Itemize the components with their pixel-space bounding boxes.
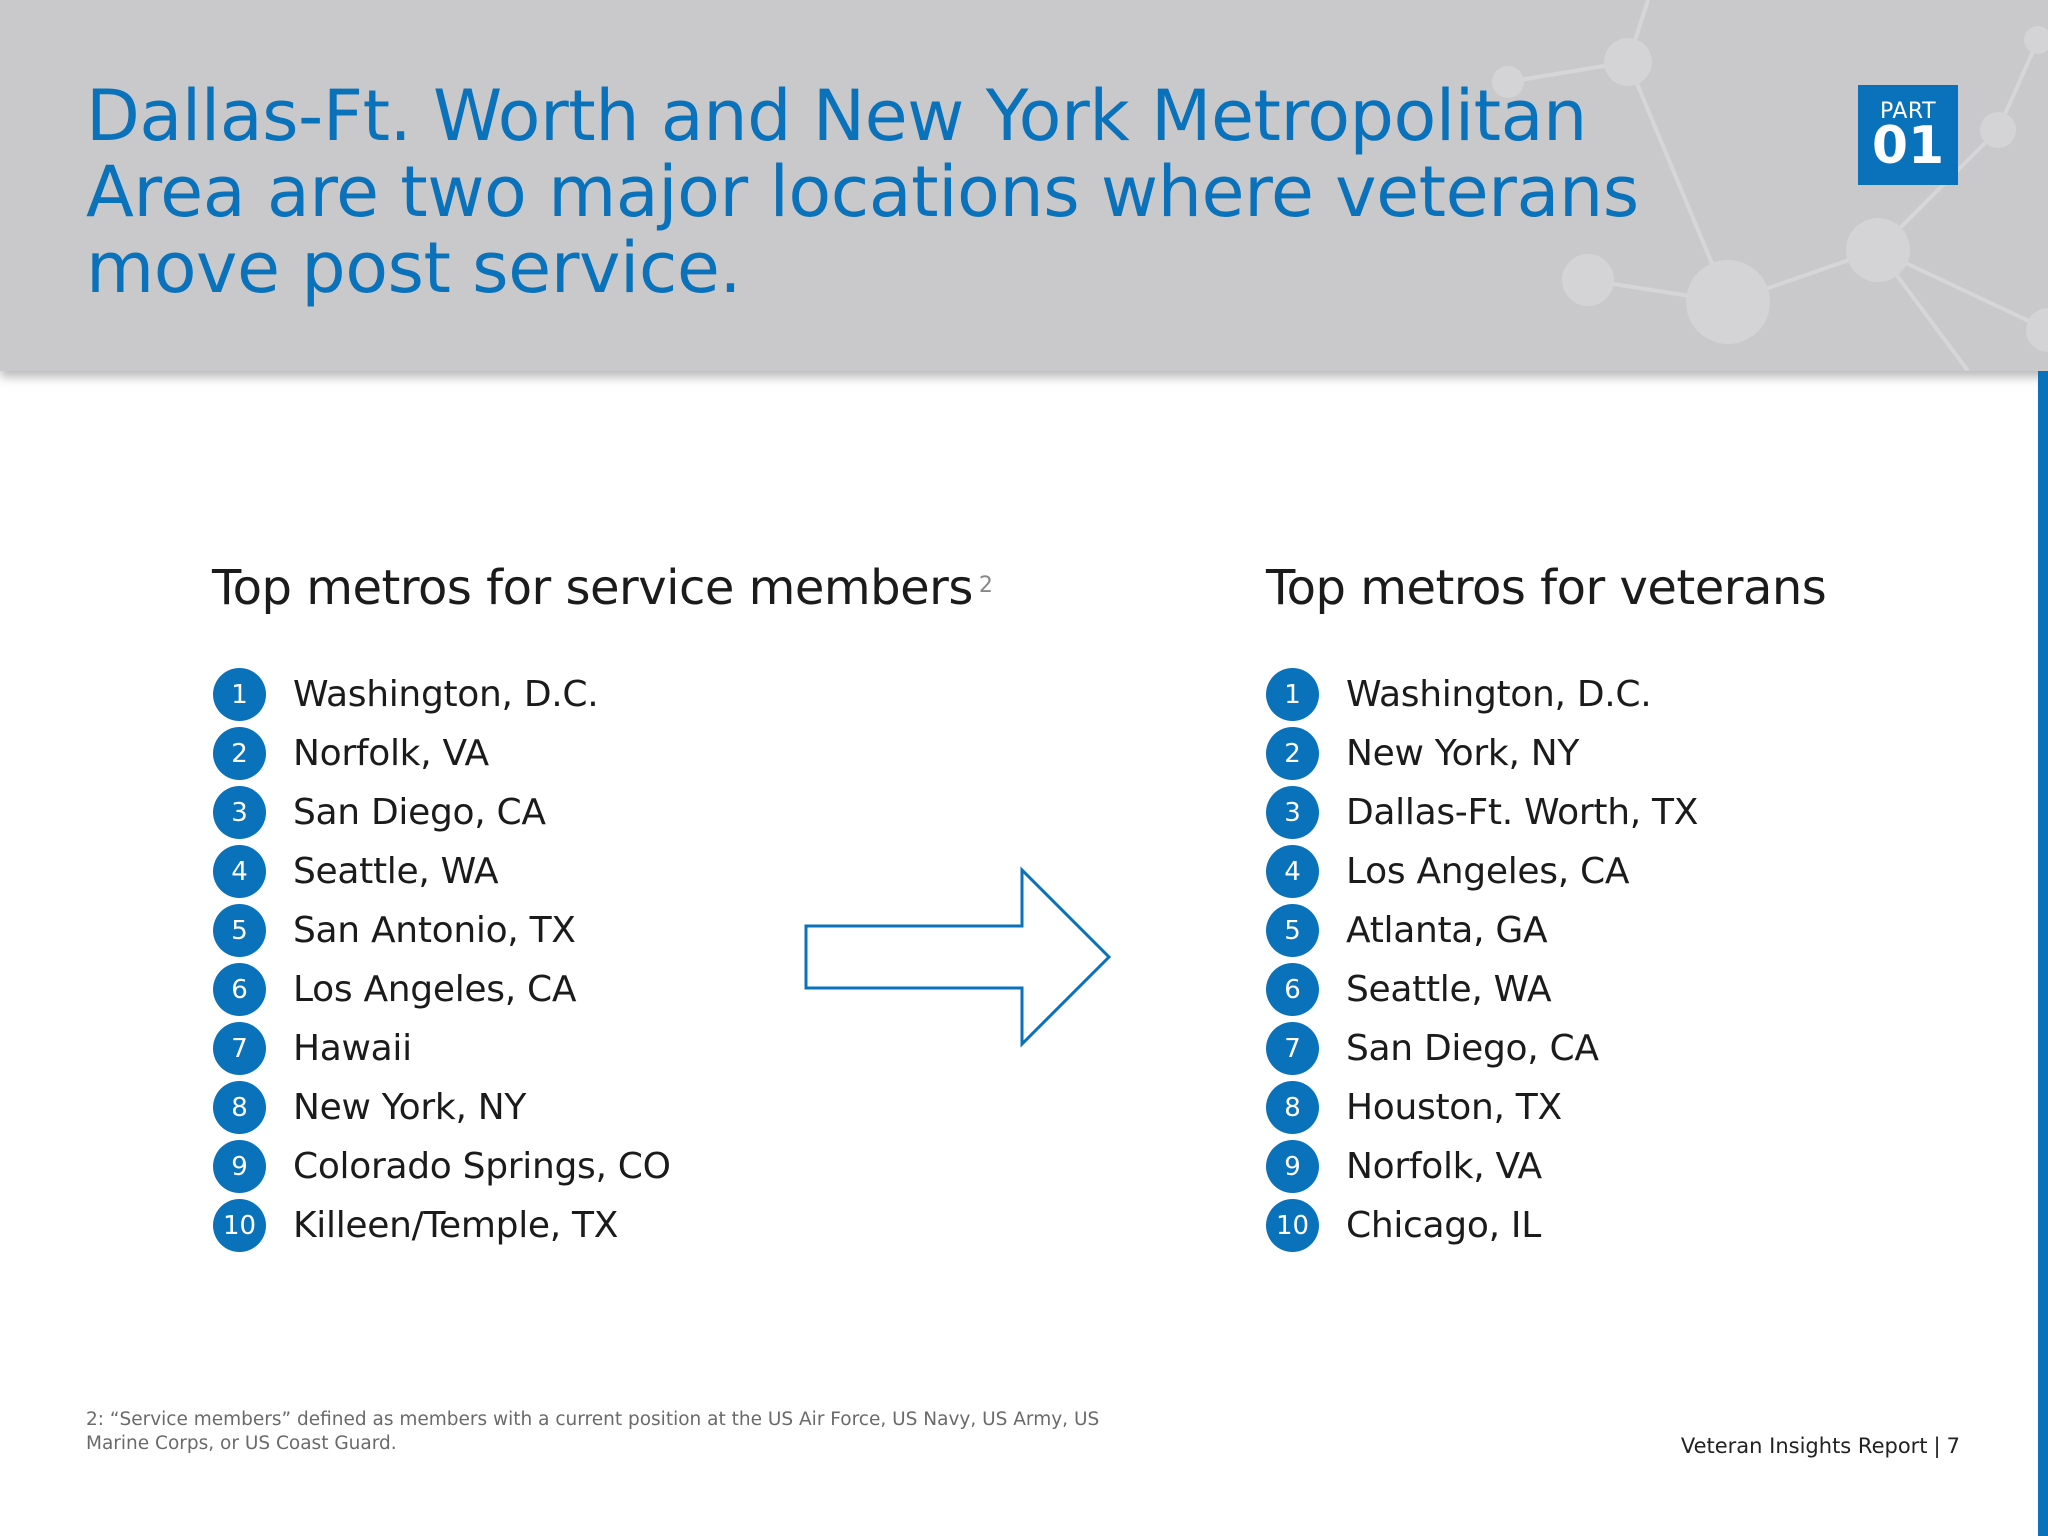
rank-badge: 4 bbox=[213, 845, 266, 898]
metro-name: New York, NY bbox=[1346, 733, 1580, 774]
list-item: 1 Washington, D.C. bbox=[1266, 665, 1698, 724]
metro-name: New York, NY bbox=[293, 1087, 527, 1128]
molecule-network-icon bbox=[1492, 0, 2048, 371]
list-item: 1 Washington, D.C. bbox=[213, 665, 671, 724]
metro-name: San Antonio, TX bbox=[293, 910, 576, 951]
rank-badge: 9 bbox=[1266, 1140, 1319, 1193]
page-number: 7 bbox=[1946, 1434, 1960, 1458]
rank-badge: 3 bbox=[213, 786, 266, 839]
list-item: 4 Seattle, WA bbox=[213, 842, 671, 901]
list-item: 5 San Antonio, TX bbox=[213, 901, 671, 960]
part-badge: PART 01 bbox=[1858, 85, 1958, 185]
list-item: 3 San Diego, CA bbox=[213, 783, 671, 842]
list-item: 6 Seattle, WA bbox=[1266, 960, 1698, 1019]
metro-name: Washington, D.C. bbox=[1346, 674, 1652, 715]
rank-badge: 3 bbox=[1266, 786, 1319, 839]
metro-name: Houston, TX bbox=[1346, 1087, 1562, 1128]
list-item: 9 Colorado Springs, CO bbox=[213, 1137, 671, 1196]
rank-badge: 6 bbox=[213, 963, 266, 1016]
service-members-ranking-list: 1 Washington, D.C. 2 Norfolk, VA 3 San Dieg… bbox=[213, 665, 671, 1255]
list-item: 8 New York, NY bbox=[213, 1078, 671, 1137]
list-item: 10 Killeen/Temple, TX bbox=[213, 1196, 671, 1255]
metro-name: Washington, D.C. bbox=[293, 674, 599, 715]
metro-name: Killeen/Temple, TX bbox=[293, 1205, 619, 1246]
rank-badge: 1 bbox=[213, 668, 266, 721]
list-item: 2 New York, NY bbox=[1266, 724, 1698, 783]
right-edge-accent-bar bbox=[2038, 371, 2048, 1536]
rank-badge: 1 bbox=[1266, 668, 1319, 721]
footnote: 2: “Service members” defined as members … bbox=[86, 1409, 1100, 1454]
metro-name: Seattle, WA bbox=[293, 851, 499, 892]
right-arrow-outline-icon bbox=[804, 866, 1112, 1048]
rank-badge: 9 bbox=[213, 1140, 266, 1193]
rank-badge: 7 bbox=[1266, 1022, 1319, 1075]
rank-badge: 6 bbox=[1266, 963, 1319, 1016]
service-members-title-text: Top metros for service members bbox=[212, 560, 973, 616]
rank-badge: 10 bbox=[213, 1199, 266, 1252]
list-item: 4 Los Angeles, CA bbox=[1266, 842, 1698, 901]
rank-badge: 8 bbox=[1266, 1081, 1319, 1134]
metro-name: Norfolk, VA bbox=[293, 733, 489, 774]
service-members-list-title: Top metros for service members 2 bbox=[212, 560, 993, 616]
metro-name: Chicago, IL bbox=[1346, 1205, 1541, 1246]
metro-name: Los Angeles, CA bbox=[293, 969, 577, 1010]
list-item: 6 Los Angeles, CA bbox=[213, 960, 671, 1019]
metro-name: San Diego, CA bbox=[293, 792, 546, 833]
rank-badge: 2 bbox=[213, 727, 266, 780]
rank-badge: 4 bbox=[1266, 845, 1319, 898]
metro-name: Los Angeles, CA bbox=[1346, 851, 1630, 892]
list-item: 7 Hawaii bbox=[213, 1019, 671, 1078]
rank-badge: 7 bbox=[213, 1022, 266, 1075]
veterans-list-title: Top metros for veterans bbox=[1266, 560, 1827, 616]
rank-badge: 2 bbox=[1266, 727, 1319, 780]
metro-name: Atlanta, GA bbox=[1346, 910, 1548, 951]
list-item: 8 Houston, TX bbox=[1266, 1078, 1698, 1137]
rank-badge: 5 bbox=[213, 904, 266, 957]
metro-name: Seattle, WA bbox=[1346, 969, 1552, 1010]
part-label: PART bbox=[1879, 99, 1937, 124]
rank-badge: 5 bbox=[1266, 904, 1319, 957]
footer-separator: | bbox=[1933, 1434, 1941, 1458]
rank-badge: 8 bbox=[213, 1081, 266, 1134]
metro-name: Norfolk, VA bbox=[1346, 1146, 1542, 1187]
metro-name: Dallas-Ft. Worth, TX bbox=[1346, 792, 1699, 833]
list-item: 7 San Diego, CA bbox=[1266, 1019, 1698, 1078]
metro-name: San Diego, CA bbox=[1346, 1028, 1599, 1069]
header-banner: Dallas-Ft. Worth and New York Metropolit… bbox=[0, 0, 2048, 371]
list-item: 3 Dallas-Ft. Worth, TX bbox=[1266, 783, 1698, 842]
report-name: Veteran Insights Report bbox=[1680, 1434, 1928, 1458]
veterans-ranking-list: 1 Washington, D.C. 2 New York, NY 3 Dallas-… bbox=[1266, 665, 1698, 1255]
footnote-reference: 2 bbox=[978, 573, 993, 598]
list-item: 9 Norfolk, VA bbox=[1266, 1137, 1698, 1196]
page-title: Dallas-Ft. Worth and New York Metropolit… bbox=[86, 75, 1639, 309]
list-item: 2 Norfolk, VA bbox=[213, 724, 671, 783]
part-number: 01 bbox=[1871, 116, 1945, 176]
list-item: 10 Chicago, IL bbox=[1266, 1196, 1698, 1255]
page-footer: Veteran Insights Report | 7 bbox=[1681, 1434, 1960, 1458]
rank-badge: 10 bbox=[1266, 1199, 1319, 1252]
metro-name: Hawaii bbox=[293, 1028, 412, 1069]
list-item: 5 Atlanta, GA bbox=[1266, 901, 1698, 960]
metro-name: Colorado Springs, CO bbox=[293, 1146, 671, 1187]
